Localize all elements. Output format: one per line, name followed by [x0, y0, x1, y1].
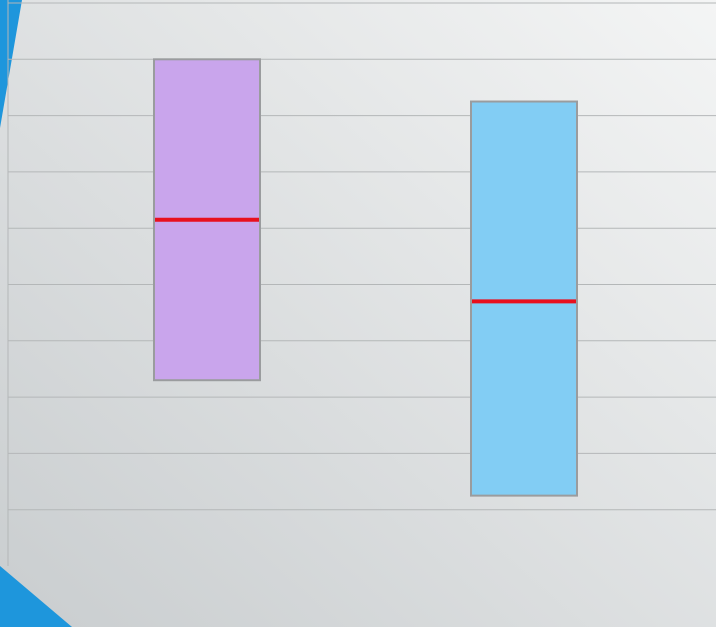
box-series [153, 58, 578, 497]
box-2 [470, 100, 578, 497]
gridlines [8, 2, 716, 511]
decorative-accent-top [0, 0, 22, 128]
decorative-accent-bottom [0, 566, 72, 627]
